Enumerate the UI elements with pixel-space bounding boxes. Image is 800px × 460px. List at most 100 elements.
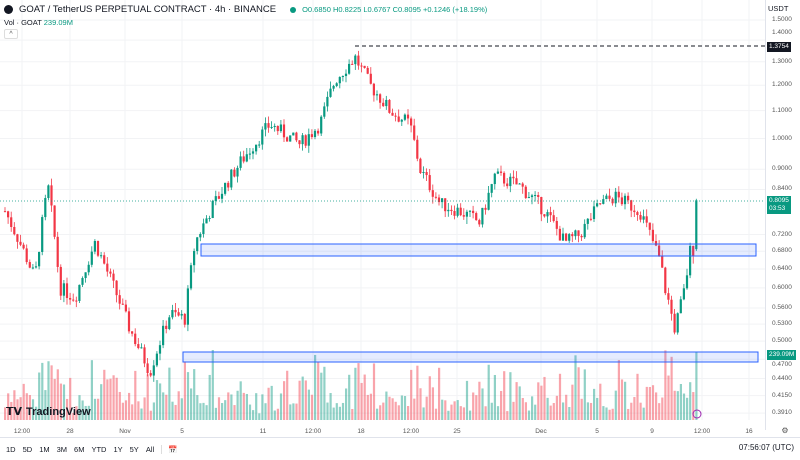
time-tick: Nov	[119, 428, 131, 435]
candle-body	[605, 195, 608, 200]
candle-body	[627, 195, 630, 201]
candle-body	[118, 295, 121, 304]
time-tick: 11	[259, 428, 267, 435]
candle-body	[335, 83, 338, 86]
volume-bar	[301, 376, 304, 420]
range-5d[interactable]: 5D	[22, 444, 33, 454]
candle-body	[93, 241, 96, 252]
volume-bar	[444, 400, 447, 420]
volume-bar	[397, 405, 400, 420]
candle-body	[313, 130, 317, 138]
price-chart[interactable]	[0, 0, 765, 430]
volume-bar	[44, 390, 47, 420]
range-6m[interactable]: 6M	[74, 444, 85, 454]
price-axis[interactable]	[765, 0, 800, 430]
candle-body	[555, 220, 558, 229]
candle-body	[112, 273, 115, 281]
range-5y[interactable]: 5Y	[129, 444, 139, 454]
volume-bar	[531, 396, 534, 420]
candle-body	[162, 325, 165, 346]
range-1d[interactable]: 1D	[6, 444, 16, 454]
volume-bar	[326, 402, 329, 420]
volume-bar	[614, 390, 617, 420]
range-1m[interactable]: 1M	[39, 444, 50, 454]
price-tick: 0.4700	[772, 361, 792, 369]
volume-bar	[177, 391, 180, 420]
volume-bar	[214, 407, 217, 420]
candle-body	[428, 175, 431, 191]
candle-body	[385, 99, 388, 107]
candle-body	[38, 251, 41, 267]
candle-body	[490, 184, 493, 193]
candle-body	[400, 119, 403, 122]
candle-body	[406, 114, 410, 119]
symbol-header[interactable]: GOAT / TetherUS PERPETUAL CONTRACT · 4h …	[4, 4, 487, 15]
candle-body	[447, 209, 450, 212]
collapse-legend-button[interactable]: ^	[4, 29, 18, 39]
candle-body	[515, 178, 518, 185]
volume-bar	[558, 373, 562, 420]
candle-body	[453, 211, 456, 216]
candle-body	[251, 151, 255, 154]
range-1y[interactable]: 1Y	[113, 444, 123, 454]
candle-body	[357, 55, 360, 66]
candle-body	[310, 134, 313, 138]
candle-body	[462, 215, 465, 217]
volume-bar	[689, 382, 692, 420]
last-price-tag: 0.8095 03:53	[767, 196, 791, 214]
candle-body	[341, 76, 344, 78]
volume-bar	[78, 395, 81, 420]
candle-body	[75, 300, 78, 302]
settings-icon[interactable]: ⚙	[781, 426, 789, 435]
candle-body	[540, 196, 543, 215]
volume-bar	[255, 393, 258, 420]
range-ytd[interactable]: YTD	[91, 444, 107, 454]
volume-bar	[115, 377, 118, 420]
candle-body	[375, 94, 379, 96]
volume-bar	[31, 399, 35, 420]
volume-bar	[236, 390, 239, 420]
volume-bar	[363, 374, 366, 420]
volume-bar	[106, 379, 109, 420]
date-range-icon[interactable]: 📅	[161, 444, 178, 454]
candle-body	[568, 234, 571, 241]
volume-bar	[283, 381, 286, 420]
clock[interactable]: 07:56:07 (UTC)	[738, 443, 794, 452]
volume-bar	[217, 397, 221, 420]
candle-body	[326, 96, 329, 107]
volume-bar	[193, 369, 196, 420]
range-all[interactable]: All	[145, 444, 155, 454]
volume-bar	[261, 394, 264, 420]
currency-select[interactable]: USDT	[768, 4, 789, 13]
volume-bar	[695, 352, 698, 420]
candle-body	[382, 102, 385, 107]
candle-body	[236, 167, 239, 177]
candle-body	[183, 313, 186, 325]
price-tick: 1.1000	[772, 106, 792, 114]
candle-body	[583, 223, 586, 238]
candle-body	[648, 222, 651, 230]
candle-body	[329, 88, 332, 97]
candle-body	[332, 85, 335, 89]
candle-body	[65, 283, 69, 298]
volume-bar	[562, 402, 565, 420]
candle-body	[654, 241, 658, 246]
candle-body	[673, 313, 676, 333]
candle-body	[614, 191, 617, 204]
volume-bar	[509, 372, 512, 420]
price-tick: 0.8400	[772, 185, 792, 193]
volume-bar	[493, 374, 496, 420]
tradingview-logo[interactable]: 𝗧𝗩 TradingView	[6, 405, 91, 419]
volume-bar	[211, 350, 214, 420]
volume-bar	[577, 367, 580, 420]
volume-bar	[190, 388, 193, 420]
candle-body	[530, 195, 534, 198]
range-3m[interactable]: 3M	[56, 444, 68, 454]
candle-body	[168, 317, 171, 329]
volume-bar	[19, 397, 22, 420]
volume-bar	[543, 376, 546, 420]
volume-bar	[267, 387, 270, 420]
candle-body	[301, 135, 304, 145]
volume-bar	[611, 408, 614, 420]
volume-bar	[270, 385, 273, 420]
